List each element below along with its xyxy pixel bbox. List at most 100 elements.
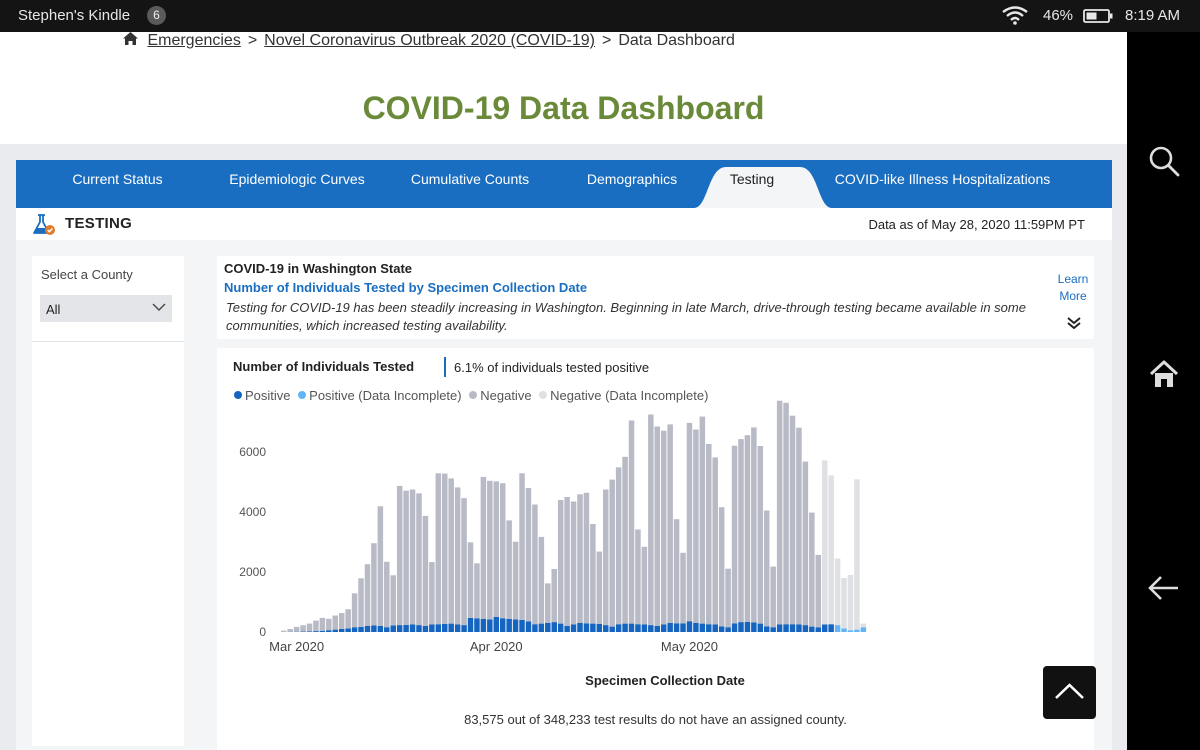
bar-negative[interactable] — [667, 424, 673, 623]
bar-negative[interactable] — [789, 415, 796, 625]
legend-item-positive[interactable]: Positive — [234, 388, 291, 403]
bar-positive[interactable] — [422, 626, 429, 632]
bar-positive[interactable] — [416, 625, 422, 632]
bar-negative[interactable] — [345, 609, 351, 629]
bar-positive[interactable] — [487, 619, 493, 632]
bar-positive[interactable] — [429, 624, 435, 633]
bar-positive[interactable] — [467, 617, 474, 632]
bar-negative-incomplete[interactable] — [828, 475, 834, 625]
bar-positive[interactable] — [590, 623, 596, 632]
bar-positive[interactable] — [396, 625, 403, 632]
bar-positive[interactable] — [512, 619, 519, 632]
bar-negative[interactable] — [712, 457, 718, 625]
bar-negative[interactable] — [306, 623, 313, 632]
bar-negative[interactable] — [538, 536, 545, 624]
bar-negative[interactable] — [577, 494, 583, 623]
bar-negative[interactable] — [396, 485, 403, 626]
bar-negative[interactable] — [403, 490, 409, 625]
bar-positive[interactable] — [628, 623, 635, 632]
bar-positive[interactable] — [532, 624, 538, 632]
bar-positive[interactable] — [577, 623, 583, 632]
bar-negative[interactable] — [409, 489, 416, 625]
bar-negative[interactable] — [525, 488, 532, 622]
bar-positive[interactable] — [583, 623, 590, 632]
bar-negative[interactable] — [377, 506, 384, 626]
bar-positive[interactable] — [706, 624, 712, 632]
bar-negative[interactable] — [622, 456, 628, 624]
county-select[interactable]: All — [40, 295, 172, 322]
bar-positive[interactable] — [648, 625, 654, 632]
bar-negative[interactable] — [480, 476, 487, 619]
bar-positive[interactable] — [764, 626, 770, 632]
bar-negative[interactable] — [641, 546, 648, 625]
bar-negative[interactable] — [293, 626, 300, 632]
bar-positive[interactable] — [557, 623, 564, 632]
bar-negative[interactable] — [506, 520, 512, 619]
bar-positive[interactable] — [686, 621, 693, 632]
bar-negative[interactable] — [364, 564, 371, 626]
bar-negative[interactable] — [751, 427, 757, 623]
tab-covid-like-illness-hospitalizations[interactable]: COVID-like Illness Hospitalizations — [834, 171, 1051, 187]
bar-negative-incomplete[interactable] — [847, 575, 854, 631]
bar-negative[interactable] — [654, 426, 661, 627]
bar-negative[interactable] — [429, 562, 435, 625]
bar-negative[interactable] — [744, 435, 751, 622]
bar-positive-incomplete[interactable] — [847, 630, 854, 632]
bar-negative[interactable] — [802, 461, 809, 626]
bar-negative-incomplete[interactable] — [860, 623, 867, 628]
bar-positive[interactable] — [789, 624, 796, 632]
bar-positive[interactable] — [519, 620, 525, 632]
bar-negative[interactable] — [493, 481, 500, 617]
tab-epidemiologic-curves[interactable]: Epidemiologic Curves — [229, 171, 365, 187]
learn-more-link[interactable]: Learn More — [1057, 272, 1089, 303]
bar-negative[interactable] — [673, 519, 680, 624]
bar-positive[interactable] — [326, 630, 332, 632]
bar-positive[interactable] — [731, 623, 738, 632]
bar-negative[interactable] — [557, 500, 564, 624]
home-icon[interactable] — [1147, 357, 1181, 391]
bar-positive[interactable] — [499, 618, 506, 632]
scroll-to-top-button[interactable] — [1043, 666, 1096, 719]
bar-positive[interactable] — [461, 625, 467, 632]
bar-negative-incomplete[interactable] — [821, 460, 828, 625]
bar-positive[interactable] — [673, 623, 680, 632]
bar-negative[interactable] — [680, 552, 686, 624]
bar-positive[interactable] — [776, 624, 783, 633]
bar-negative[interactable] — [300, 625, 306, 632]
bar-positive[interactable] — [564, 626, 570, 632]
bar-positive[interactable] — [345, 628, 351, 632]
bar-negative[interactable] — [564, 497, 570, 626]
bar-negative[interactable] — [815, 554, 822, 628]
bar-negative[interactable] — [454, 487, 461, 625]
bar-positive[interactable] — [358, 626, 364, 632]
breadcrumb-link-emergencies[interactable]: Emergencies — [147, 32, 241, 49]
bar-positive[interactable] — [751, 622, 757, 632]
bar-negative[interactable] — [313, 620, 319, 632]
bar-negative[interactable] — [796, 427, 802, 625]
bar-positive[interactable] — [538, 623, 545, 632]
tab-cumulative-counts[interactable]: Cumulative Counts — [410, 171, 530, 187]
bar-negative[interactable] — [757, 446, 764, 624]
bar-positive[interactable] — [796, 624, 802, 633]
bar-negative[interactable] — [351, 593, 358, 628]
bar-positive[interactable] — [371, 625, 377, 632]
bar-positive[interactable] — [809, 626, 815, 632]
bar-negative[interactable] — [287, 629, 293, 632]
tab-current-status[interactable]: Current Status — [72, 171, 163, 187]
bar-negative[interactable] — [358, 578, 364, 627]
bar-negative[interactable] — [603, 489, 609, 626]
bar-positive[interactable] — [364, 626, 371, 632]
bar-positive[interactable] — [384, 627, 390, 632]
bar-positive[interactable] — [821, 624, 828, 633]
bar-negative[interactable] — [384, 561, 390, 628]
bar-positive[interactable] — [757, 623, 764, 632]
bar-negative[interactable] — [442, 473, 448, 624]
bar-positive[interactable] — [783, 624, 789, 632]
bar-negative[interactable] — [738, 439, 744, 623]
bar-negative[interactable] — [435, 473, 442, 625]
bar-negative[interactable] — [499, 483, 506, 619]
bar-positive[interactable] — [802, 625, 809, 632]
bar-negative[interactable] — [628, 420, 635, 624]
bar-negative[interactable] — [596, 551, 603, 624]
bar-positive[interactable] — [699, 623, 706, 632]
